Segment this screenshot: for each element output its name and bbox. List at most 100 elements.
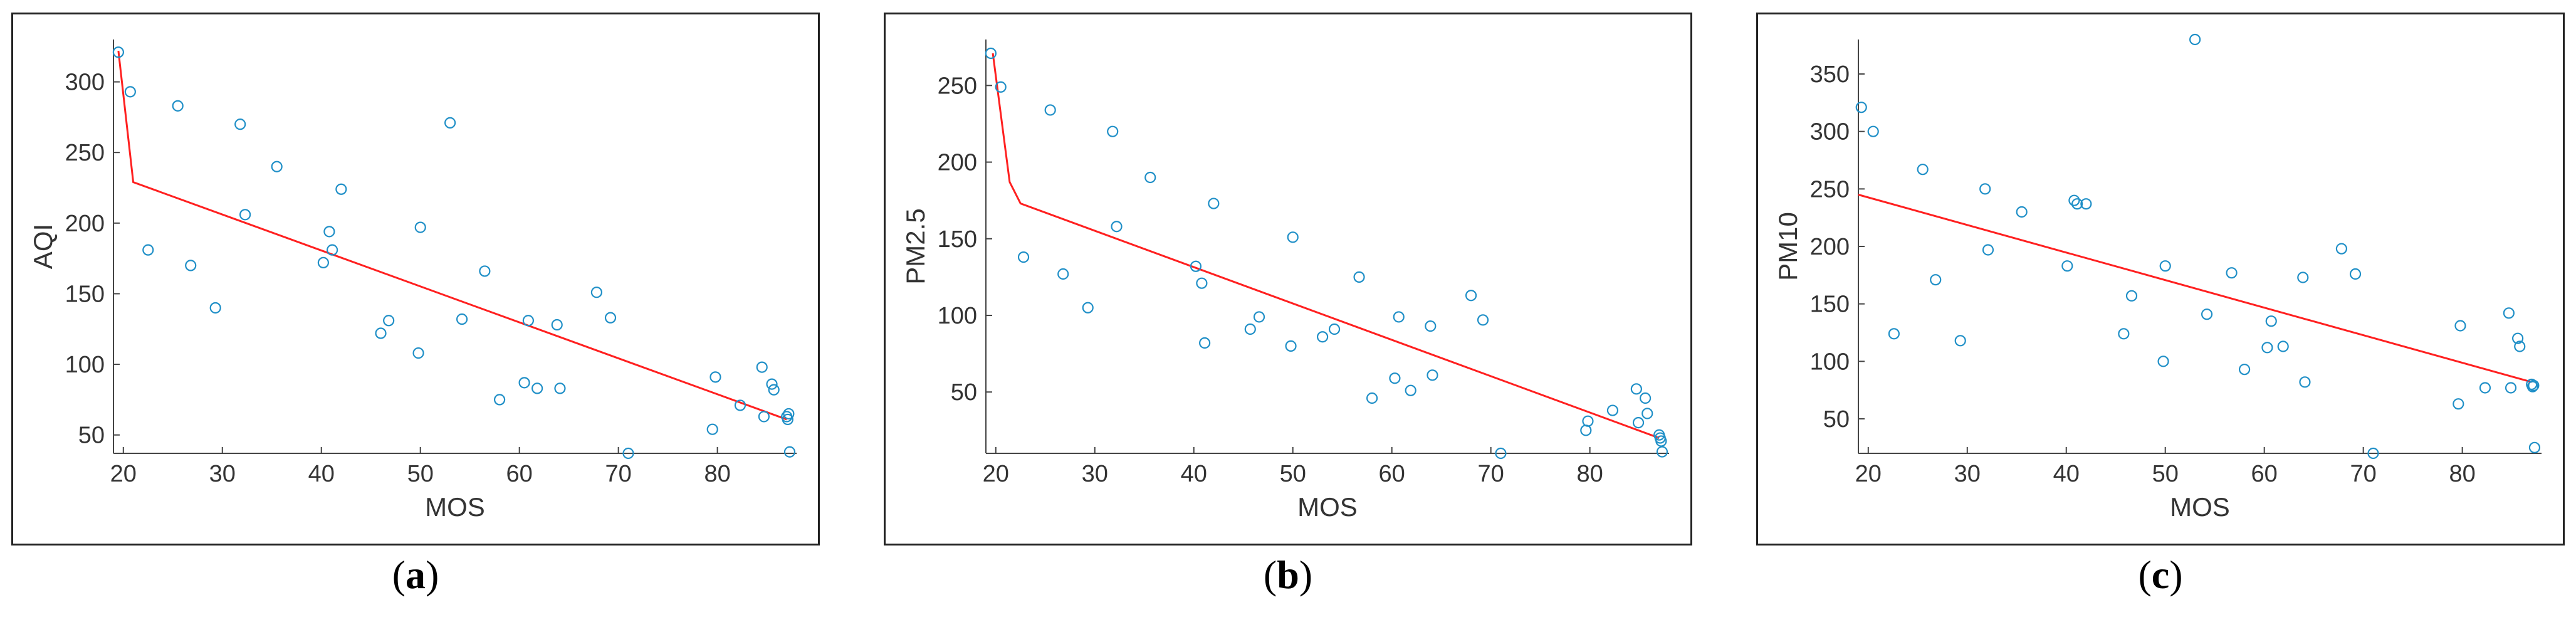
data-point: [2071, 198, 2083, 210]
data-point: [2118, 328, 2130, 340]
data-point: [234, 119, 246, 130]
data-point: [1208, 198, 1220, 209]
data-point: [2068, 194, 2080, 206]
x-tick-label: 30: [1954, 461, 1981, 487]
x-tick-label: 70: [605, 461, 632, 487]
data-point: [479, 265, 491, 277]
data-point: [185, 260, 197, 271]
y-tick-label: 100: [1810, 349, 1850, 375]
y-axis-label: PM10: [1773, 212, 1803, 281]
data-point: [1244, 323, 1256, 335]
data-point: [1954, 335, 1966, 347]
data-point: [142, 244, 154, 256]
scatter-plot-pm10: 20 30 40 50 60 70 80 50 100 150 200 250 300 350 MOS PM1…: [1773, 33, 2542, 522]
data-point: [239, 209, 251, 221]
data-point: [2335, 243, 2347, 255]
x-axis-label: MOS: [2170, 492, 2230, 522]
y-tick-label: 300: [1810, 119, 1850, 145]
data-point: [2080, 198, 2092, 210]
data-point: [709, 371, 721, 383]
data-point: [768, 384, 780, 396]
x-tick-label: 80: [704, 461, 730, 487]
data-point: [1982, 244, 1994, 256]
data-point: [522, 315, 534, 327]
data-point: [2528, 441, 2541, 453]
data-point: [1405, 384, 1416, 396]
data-point: [1855, 102, 1867, 113]
data-point: [1285, 340, 1297, 352]
x-tick-label: 60: [506, 461, 533, 487]
data-point: [1888, 328, 1900, 340]
data-point: [2016, 206, 2028, 218]
data-point: [323, 226, 335, 238]
data-point: [766, 378, 778, 390]
data-point: [756, 361, 768, 373]
data-point: [327, 244, 338, 256]
caption-b: (b): [1263, 552, 1313, 597]
data-point: [271, 161, 283, 172]
caption-c: (c): [2138, 552, 2183, 597]
data-point: [1655, 435, 1667, 447]
y-tick-label: 250: [1810, 176, 1850, 203]
data-point: [706, 423, 718, 435]
data-point: [1253, 311, 1265, 323]
x-tick-label: 30: [209, 461, 236, 487]
data-point: [622, 447, 634, 460]
data-point: [1196, 277, 1208, 289]
y-tick-label: 50: [78, 423, 105, 449]
chart-panel-c: 20 30 40 50 60 70 80 50 100 150 200 250 300 350 MOS PM1…: [1756, 13, 2565, 545]
data-point: [1353, 271, 1365, 283]
data-point: [2061, 260, 2073, 272]
x-tick-label: 80: [2449, 461, 2475, 487]
y-tick-label: 250: [938, 73, 977, 99]
x-tick-label: 60: [2251, 461, 2278, 487]
data-point: [1582, 415, 1594, 427]
y-tick-label: 350: [1810, 61, 1850, 88]
data-point: [1465, 290, 1477, 302]
y-tick-label: 100: [65, 352, 105, 378]
data-point: [2189, 33, 2201, 46]
data-point: [1317, 331, 1329, 343]
data-point: [1111, 221, 1123, 233]
x-tick-label: 20: [1855, 461, 1882, 487]
data-point: [1144, 171, 1156, 184]
data-point: [2349, 268, 2362, 280]
data-point: [172, 100, 184, 112]
x-tick-label: 30: [1082, 461, 1108, 487]
data-point: [1389, 372, 1401, 384]
y-tick-label: 100: [938, 303, 977, 329]
fit-line: [117, 50, 787, 421]
data-point: [2528, 379, 2540, 391]
data-point: [1641, 408, 1653, 419]
x-tick-label: 20: [983, 461, 1009, 487]
data-point: [1632, 417, 1645, 429]
data-point: [2454, 320, 2466, 332]
data-point: [383, 315, 395, 327]
data-point: [2367, 447, 2379, 460]
data-point: [2479, 382, 2491, 394]
y-tick-label: 300: [65, 70, 105, 96]
y-axis-label: AQI: [28, 224, 58, 269]
data-point: [1287, 231, 1299, 243]
data-point: [1606, 404, 1619, 416]
x-tick-label: 50: [407, 461, 434, 487]
data-point: [2238, 364, 2251, 376]
scatter-plot-pm25: 20 30 40 50 60 70 80 50 100 150 200 250 MOS PM2.5: [901, 40, 1669, 522]
data-point: [2505, 382, 2517, 394]
y-tick-label: 250: [65, 140, 105, 166]
data-point: [2226, 267, 2238, 279]
data-point: [2299, 376, 2311, 388]
fit-line: [1858, 194, 2532, 383]
data-point: [2297, 271, 2309, 283]
data-point: [1427, 369, 1438, 381]
y-axis-label: PM2.5: [901, 208, 930, 284]
x-axis-label: MOS: [1297, 492, 1358, 522]
data-point: [1082, 302, 1094, 314]
fit-line: [992, 53, 1660, 439]
data-point: [493, 394, 506, 406]
caption-a: (a): [392, 552, 439, 597]
data-point: [412, 347, 424, 359]
data-point: [1930, 274, 1942, 286]
x-tick-label: 60: [1379, 461, 1405, 487]
x-tick-label: 40: [308, 461, 335, 487]
